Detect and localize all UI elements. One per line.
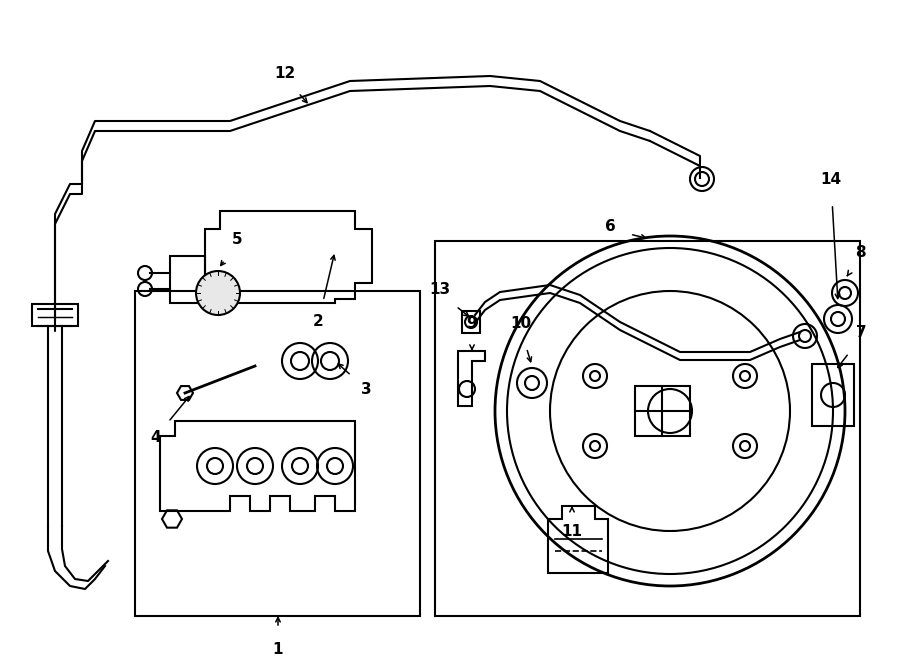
Text: 6: 6	[605, 219, 616, 234]
Text: 10: 10	[510, 316, 531, 331]
Bar	[32, 304, 78, 326]
Text: 2: 2	[313, 314, 324, 329]
Text: 5: 5	[232, 232, 242, 247]
Text: 14: 14	[821, 172, 842, 186]
Text: 8: 8	[855, 245, 866, 260]
Text: 4: 4	[150, 430, 161, 446]
Bar	[435, 241, 860, 616]
Bar	[635, 386, 690, 436]
Text: 11: 11	[562, 524, 582, 539]
Text: 7: 7	[856, 325, 867, 340]
Text: 13: 13	[429, 282, 451, 297]
Text: 12: 12	[274, 66, 296, 81]
Bar	[812, 364, 854, 426]
Text: 3: 3	[361, 381, 372, 397]
Bar	[462, 311, 480, 333]
Bar	[135, 291, 420, 616]
Text: 9: 9	[467, 315, 477, 330]
Circle shape	[196, 271, 240, 315]
Text: 1: 1	[273, 641, 284, 656]
